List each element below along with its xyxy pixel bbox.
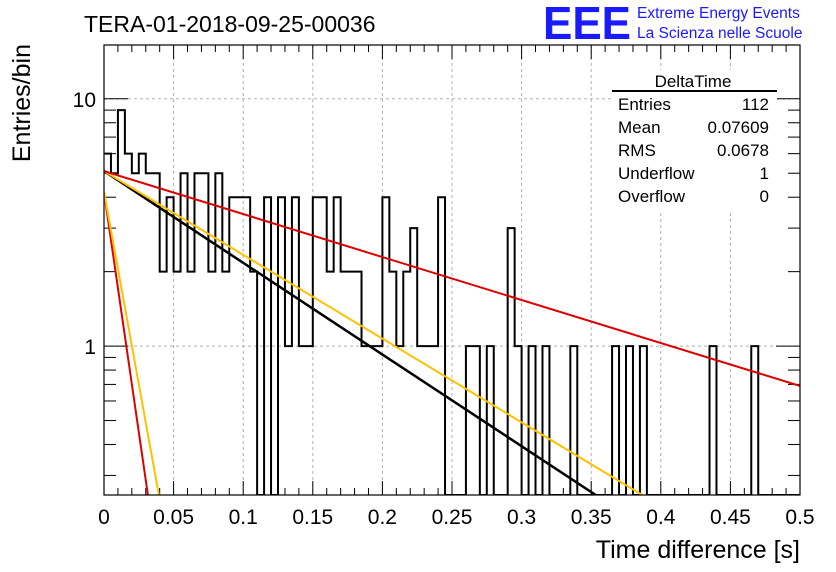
stats-box-background: [612, 70, 777, 210]
fit-line: [104, 170, 645, 495]
logo-line1: Extreme Energy Events: [637, 5, 800, 22]
x-tick-label: 0.35: [571, 506, 612, 529]
x-tick-labels: 0 0.05 0.1 0.15 0.2 0.25 0.3 0.35 0.4 0.45 0.5: [98, 506, 814, 529]
plot-frame: [103, 44, 801, 496]
x-tick-label: 0.3: [507, 506, 536, 529]
fit-line: [104, 191, 160, 495]
stats-row-label: RMS: [618, 141, 656, 160]
x-tick-label: 0.5: [785, 506, 814, 529]
fit-line: [104, 170, 800, 387]
stats-row-value: 112: [742, 95, 769, 114]
logo-line2: La Scienza nelle Scuole: [637, 25, 802, 42]
stats-row-label: Mean: [618, 118, 661, 137]
x-tick-label: 0.1: [229, 506, 258, 529]
y-tick-label: 10: [73, 89, 96, 112]
fit-lines: [104, 170, 800, 495]
histogram-outline: [104, 109, 800, 495]
x-tick-label: 0.2: [368, 506, 397, 529]
x-tick-label: 0.15: [292, 506, 333, 529]
chart-title: TERA-01-2018-09-25-00036: [84, 11, 376, 37]
axis-ticks: [103, 45, 801, 495]
x-tick-label: 0.4: [646, 506, 676, 529]
logo-mark: EEE: [543, 0, 631, 49]
stats-row-value: 0: [760, 187, 769, 206]
fit-line: [104, 191, 149, 495]
stats-row-label: Underflow: [618, 164, 695, 183]
eee-logo: EEE Extreme Energy Events La Scienza nel…: [543, 0, 802, 49]
y-tick-labels: 1 10: [73, 89, 96, 359]
x-axis-label: Time difference [s]: [596, 536, 800, 564]
x-tick-label: 0.45: [710, 506, 751, 529]
stats-row-value: 0.07609: [708, 118, 769, 137]
x-tick-label: 0.05: [153, 506, 194, 529]
stats-box-title: DeltaTime: [655, 72, 732, 91]
stats-row-label: Overflow: [618, 187, 686, 206]
y-tick-label: 1: [84, 336, 96, 359]
fit-line: [104, 170, 598, 495]
x-tick-label: 0.25: [432, 506, 473, 529]
y-axis-label: Entries/bin: [8, 44, 36, 162]
stats-box: DeltaTime Entries 112 Mean 0.07609 RMS 0…: [612, 70, 777, 210]
x-tick-label: 0: [98, 506, 110, 529]
stats-row-value: 0.0678: [717, 141, 769, 160]
stats-row-label: Entries: [618, 95, 671, 114]
histogram-bars: [104, 109, 800, 495]
stats-row-value: 1: [760, 164, 769, 183]
